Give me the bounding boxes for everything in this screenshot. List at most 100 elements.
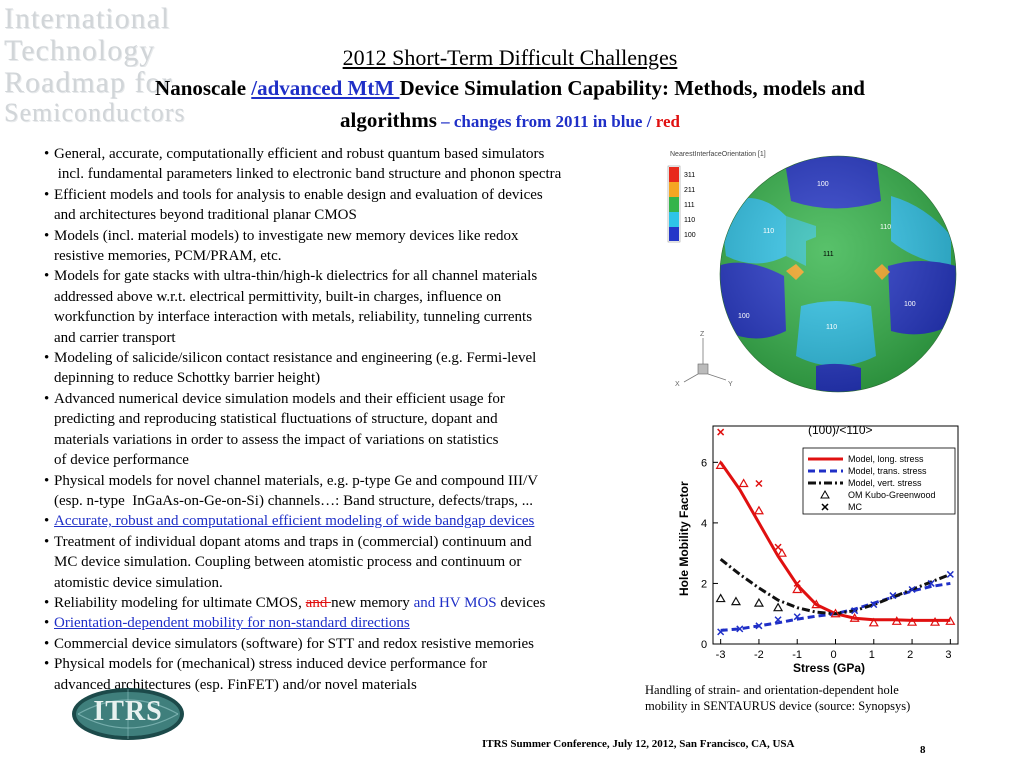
watermark-line: Technology — [4, 34, 156, 67]
itrs-logo-text: ITRS — [93, 696, 163, 727]
legend-label: MC — [848, 502, 862, 512]
data-point-triangle — [929, 616, 941, 626]
title-link[interactable]: /advanced MtM — [251, 76, 400, 100]
data-point-triangle — [715, 460, 726, 469]
chart-ylabel: Hole Mobility Factor — [677, 481, 691, 596]
region-label: 111 — [823, 251, 834, 258]
axis-triad-icon: Z X Y — [675, 331, 733, 388]
sphere-body — [720, 156, 956, 392]
data-point-triangle — [776, 547, 787, 557]
bullet-link[interactable]: Orientation-dependent mobility for non-s… — [54, 615, 410, 632]
axis-z-label: Z — [700, 331, 705, 338]
bullet-line: Physical models for (mechanical) stress … — [54, 656, 488, 673]
axis-y-label: Y — [728, 381, 733, 388]
legend-label: Model, trans. stress — [848, 466, 927, 476]
reliability-strike: and — [305, 594, 332, 611]
legend-swatch — [669, 167, 679, 182]
chart-title: (100)/<110> — [808, 423, 873, 437]
region-label: 110 — [826, 324, 837, 331]
sphere-svg: NearestInterfaceOrientation [1] 311 211 … — [667, 151, 957, 393]
region-label: 100 — [817, 181, 829, 188]
data-point-triangle — [868, 617, 879, 627]
bullet-line: resistive memories, PCM/PRAM, etc. — [54, 248, 282, 265]
data-point-x — [755, 479, 763, 488]
legend-swatch — [669, 212, 679, 227]
chart-svg: (100)/<110> Hole Mobility Factor Stress … — [677, 423, 959, 675]
bullet-item: Advanced numerical device simulation mod… — [44, 389, 644, 471]
watermark-line: Semiconductors — [4, 98, 186, 127]
x-tick-label: -2 — [754, 649, 764, 661]
region-label: 100 — [738, 313, 750, 320]
data-point-triangle — [945, 616, 956, 625]
data-point-triangle — [792, 584, 803, 594]
title-line-3: algorithms – changes from 2011 in blue /… — [60, 105, 960, 137]
y-tick-label: 2 — [701, 578, 707, 590]
data-point-triangle — [849, 613, 860, 622]
legend-label: 311 — [684, 172, 695, 179]
data-point-triangle — [907, 616, 918, 626]
data-point-x — [889, 592, 897, 600]
bullet-line: (esp. n-type InGaAs-on-Ge-on-Si) channel… — [54, 492, 534, 509]
y-tick-label: 0 — [701, 639, 707, 651]
bullet-line: atomistic device simulation. — [54, 574, 223, 591]
title-line-2: Nanoscale /advanced MtM Device Simulatio… — [60, 73, 960, 103]
bullet-line: Efficient models and tools for analysis … — [54, 186, 543, 203]
bullet-line: Advanced numerical device simulation mod… — [54, 390, 505, 407]
title-prefix: Nanoscale — [155, 76, 252, 100]
title-changes: – changes from 2011 in blue / — [436, 112, 656, 131]
data-point-x — [717, 628, 725, 636]
chart-xlabel: Stress (GPa) — [793, 661, 865, 675]
data-point-x — [717, 428, 725, 436]
sphere-header: NearestInterfaceOrientation [1] — [670, 151, 766, 158]
legend-label: 211 — [684, 187, 695, 194]
x-tick-label: 2 — [907, 649, 913, 661]
bullet-line: workfunction by interface interaction wi… — [54, 309, 533, 326]
bullet-line: addressed above w.r.t. electrical permit… — [54, 288, 502, 305]
itrs-logo: ITRS — [70, 686, 186, 742]
figure-caption: Handling of strain- and orientation-depe… — [645, 682, 965, 714]
legend-label: 100 — [684, 232, 696, 239]
reliability-blue: and HV MOS — [413, 594, 497, 611]
sphere-legend: 311 211 111 110 100 — [667, 165, 696, 243]
bullet-line: MC device simulation. Coupling between a… — [54, 554, 522, 571]
watermark-line: International — [4, 2, 171, 35]
bullet-line: incl. fundamental parameters linked to e… — [54, 166, 562, 183]
y-tick-label: 6 — [701, 457, 707, 469]
bullet-item: Commercial device simulators (software) … — [44, 634, 644, 655]
bullet-line: Models for gate stacks with ultra-thin/h… — [54, 268, 538, 285]
itrs-watermark: International Technology Roadmap for Sem… — [0, 0, 190, 190]
caption-line: mobility in SENTAURUS device (source: Sy… — [645, 699, 911, 713]
data-point-x — [774, 543, 782, 551]
data-point-triangle — [891, 616, 902, 625]
legend-label: 110 — [684, 217, 695, 224]
bullet-line: Modeling of salicide/silicon contact res… — [54, 350, 537, 367]
legend-triangle — [820, 489, 830, 499]
x-tick-label: 3 — [945, 649, 951, 661]
bullet-line: Treatment of individual dopant atoms and… — [54, 533, 532, 550]
y-tick-label: 4 — [701, 518, 707, 530]
footer-text: ITRS Summer Conference, July 12, 2012, S… — [482, 738, 795, 750]
region-label: 110 — [763, 228, 774, 235]
title-algorithms: algorithms — [340, 108, 437, 132]
legend-swatch — [669, 227, 679, 241]
x-tick-label: -1 — [792, 649, 802, 661]
data-point-x — [927, 579, 935, 587]
bullet-item: Modeling of salicide/silicon contact res… — [44, 348, 644, 389]
watermark-line: Roadmap for — [4, 66, 173, 99]
page-number: 8 — [920, 744, 926, 756]
itrs-logo-icon — [72, 688, 184, 740]
slide-title: 2012 Short-Term Difficult Challenges Nan… — [60, 45, 960, 137]
bullet-line: General, accurate, computationally effic… — [54, 146, 545, 162]
chart-legend: Model, long. stress Model, trans. stress M… — [802, 447, 956, 515]
x-tick-label: -3 — [716, 649, 726, 661]
bullet-item: Models (incl. material models) to invest… — [44, 226, 644, 267]
bullet-link[interactable]: Accurate, robust and computational effic… — [54, 513, 535, 530]
bullet-item: Treatment of individual dopant atoms and… — [44, 532, 644, 593]
bullet-item: Accurate, robust and computational effic… — [44, 511, 644, 532]
data-point-triangle — [715, 593, 726, 603]
reliability-middle: new memory — [331, 594, 414, 611]
bullet-line: and carrier transport — [54, 329, 176, 346]
data-point-triangle — [830, 608, 841, 618]
hole-mobility-chart: (100)/<110> Hole Mobility Factor Stress … — [668, 418, 968, 680]
legend-swatch — [669, 182, 679, 197]
